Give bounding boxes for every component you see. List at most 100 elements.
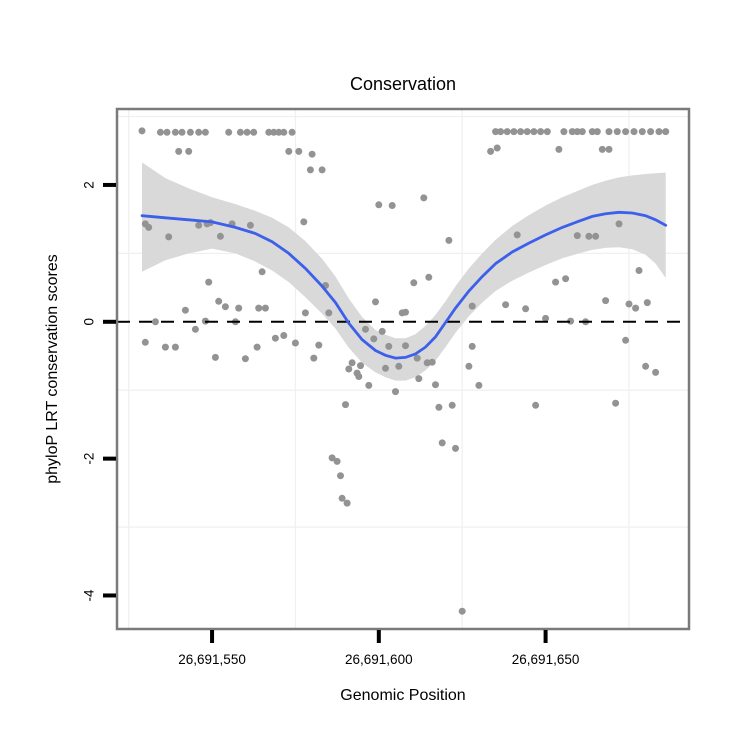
data-point bbox=[493, 144, 501, 152]
data-point bbox=[141, 338, 149, 346]
data-point bbox=[622, 128, 630, 136]
data-point bbox=[568, 128, 576, 136]
data-point bbox=[318, 166, 326, 174]
smooth-trend-line bbox=[140, 210, 668, 360]
data-point bbox=[452, 444, 459, 452]
data-point bbox=[145, 223, 153, 231]
data-point bbox=[432, 381, 439, 389]
data-point bbox=[537, 128, 545, 136]
data-point bbox=[543, 128, 551, 136]
data-point bbox=[275, 128, 283, 136]
data-point bbox=[186, 128, 194, 136]
data-point bbox=[475, 381, 483, 389]
data-point bbox=[625, 300, 633, 308]
data-point bbox=[630, 128, 638, 136]
data-point bbox=[655, 128, 663, 136]
data-point bbox=[468, 342, 476, 350]
data-point bbox=[288, 128, 296, 136]
data-point bbox=[492, 128, 500, 136]
data-point bbox=[605, 145, 613, 153]
data-point bbox=[370, 335, 378, 343]
data-point bbox=[532, 401, 540, 409]
data-point bbox=[355, 373, 363, 380]
data-point bbox=[205, 278, 213, 286]
data-point bbox=[372, 298, 379, 306]
data-point bbox=[241, 355, 249, 363]
data-point bbox=[343, 499, 351, 507]
data-point bbox=[497, 128, 505, 136]
data-point bbox=[250, 128, 258, 136]
data-point bbox=[605, 128, 613, 136]
data-point bbox=[178, 128, 186, 136]
data-point bbox=[598, 145, 606, 153]
data-point bbox=[191, 325, 199, 333]
data-point bbox=[345, 365, 353, 373]
data-point bbox=[378, 327, 386, 335]
data-point bbox=[438, 439, 446, 447]
data-point bbox=[573, 128, 581, 136]
data-point bbox=[285, 147, 293, 155]
data-point bbox=[530, 128, 538, 136]
data-point bbox=[295, 147, 303, 155]
data-point bbox=[258, 268, 266, 276]
data-point bbox=[652, 368, 660, 376]
data-point bbox=[523, 128, 531, 136]
y-tick-label: 2 bbox=[82, 181, 97, 189]
data-point bbox=[365, 381, 373, 389]
data-point bbox=[643, 299, 651, 307]
data-point bbox=[502, 301, 510, 309]
data-point bbox=[175, 147, 183, 155]
y-tick-label: -4 bbox=[82, 589, 97, 601]
data-point bbox=[306, 166, 314, 174]
data-point bbox=[567, 317, 575, 325]
data-point bbox=[593, 128, 601, 136]
data-point bbox=[161, 343, 169, 351]
data-point bbox=[578, 128, 586, 136]
data-point bbox=[235, 304, 243, 312]
data-point bbox=[342, 401, 349, 409]
data-point bbox=[375, 201, 383, 209]
data-point bbox=[415, 375, 423, 383]
data-point bbox=[465, 362, 473, 370]
data-point bbox=[503, 128, 511, 136]
data-point bbox=[357, 362, 364, 370]
data-point bbox=[255, 304, 263, 312]
data-point bbox=[552, 278, 560, 286]
data-point bbox=[310, 354, 318, 362]
data-point bbox=[402, 308, 409, 316]
data-point bbox=[635, 267, 643, 274]
data-point bbox=[195, 128, 203, 136]
data-point bbox=[195, 221, 203, 229]
data-point bbox=[413, 354, 421, 362]
data-point bbox=[402, 342, 409, 350]
data-point bbox=[156, 128, 164, 136]
data-point bbox=[216, 232, 224, 240]
data-point bbox=[410, 279, 418, 287]
data-point bbox=[632, 304, 640, 312]
data-point bbox=[592, 232, 600, 240]
data-point bbox=[291, 339, 299, 347]
data-point bbox=[221, 303, 229, 311]
data-point bbox=[280, 128, 288, 136]
data-point bbox=[325, 309, 333, 317]
data-point bbox=[555, 145, 563, 153]
data-point bbox=[236, 128, 244, 136]
data-point bbox=[425, 273, 433, 281]
data-point bbox=[261, 304, 269, 312]
data-point bbox=[622, 336, 630, 344]
data-point bbox=[225, 128, 233, 136]
data-point bbox=[338, 494, 346, 502]
y-axis-title: phyloP LRT conservation scores bbox=[44, 254, 61, 483]
data-point bbox=[435, 403, 443, 411]
data-point bbox=[270, 128, 278, 136]
data-point bbox=[201, 128, 209, 136]
panel-border bbox=[115, 107, 691, 631]
data-point bbox=[613, 128, 621, 136]
data-point bbox=[253, 343, 261, 351]
data-point bbox=[573, 232, 581, 240]
data-point bbox=[315, 341, 323, 349]
data-point bbox=[510, 128, 518, 136]
y-tick-label: 0 bbox=[82, 318, 97, 326]
data-point bbox=[468, 302, 476, 310]
